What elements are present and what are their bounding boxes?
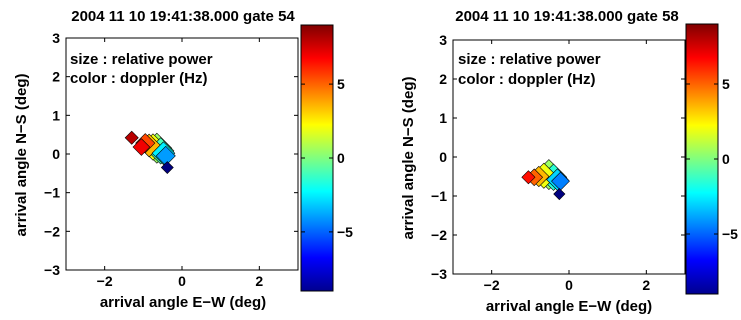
x-tick-label: 2 [255, 273, 263, 289]
y-tick-label: 0 [439, 149, 447, 165]
points-layer [124, 130, 176, 174]
y-tick-label: 2 [439, 71, 447, 87]
y-tick-label: 3 [52, 30, 60, 46]
data-point [160, 161, 174, 174]
y-tick-label: 1 [439, 110, 447, 126]
chart-title: 2004 11 10 19:41:38.000 gate 58 [455, 8, 679, 25]
points-layer [521, 159, 570, 201]
data-point [124, 130, 139, 145]
y-tick-label: 3 [439, 32, 447, 48]
x-tick-label: −2 [97, 273, 113, 289]
colorbar-tick-label: 0 [337, 150, 345, 166]
y-tick-label: −3 [44, 262, 60, 278]
annotation-size: size : relative power [458, 51, 601, 68]
y-ticks: 3 2 1 0 −1 −2 −3 [44, 30, 298, 278]
x-tick-label: 0 [565, 277, 573, 293]
data-point [521, 170, 536, 185]
annotation-color: color : doppler (Hz) [458, 71, 596, 88]
colorbar [685, 23, 719, 295]
y-tick-label: −1 [431, 188, 447, 204]
y-axis-label: arrival angle N−S (deg) [13, 74, 30, 237]
y-tick-label: −2 [44, 223, 60, 239]
plot-area [452, 39, 686, 275]
x-tick-label: 0 [178, 273, 186, 289]
colorbar-ticks: 5 0 −5 [686, 76, 738, 242]
plot-area [65, 37, 299, 271]
y-ticks: 3 2 1 0 −1 −2 −3 [431, 32, 685, 282]
annotation-color: color : doppler (Hz) [70, 70, 208, 87]
x-ticks: −2 0 2 [97, 38, 263, 289]
annotation-size: size : relative power [70, 51, 213, 68]
colorbar [300, 24, 334, 292]
colorbar-tick-label: 5 [722, 76, 730, 92]
y-tick-label: 0 [52, 146, 60, 162]
x-axis-label: arrival angle E−W (deg) [100, 294, 266, 311]
data-point [132, 138, 151, 156]
data-point [553, 187, 566, 201]
x-ticks: −2 0 2 [484, 40, 650, 293]
panel-gate-58: 2004 11 10 19:41:38.000 gate 58 3 2 1 0 −1 −2… [400, 8, 738, 315]
y-axis-label: arrival angle N−S (deg) [400, 77, 417, 240]
x-tick-label: −2 [484, 277, 500, 293]
y-tick-label: 1 [52, 107, 60, 123]
y-tick-label: 2 [52, 69, 60, 85]
chart-title: 2004 11 10 19:41:38.000 gate 54 [71, 8, 295, 25]
colorbar-tick-label: 0 [722, 151, 730, 167]
x-axis-label: arrival angle E−W (deg) [486, 298, 652, 315]
panel-gate-54: 2004 11 10 19:41:38.000 gate 54 3 2 1 0 −1 −2… [13, 8, 353, 311]
colorbar-ticks: 5 0 −5 [301, 76, 353, 240]
y-tick-label: −3 [431, 266, 447, 282]
y-tick-label: −1 [44, 185, 60, 201]
y-tick-label: −2 [431, 227, 447, 243]
x-tick-label: 2 [642, 277, 650, 293]
colorbar-tick-label: −5 [722, 226, 738, 242]
colorbar-tick-label: −5 [337, 224, 353, 240]
colorbar-tick-label: 5 [337, 76, 345, 92]
